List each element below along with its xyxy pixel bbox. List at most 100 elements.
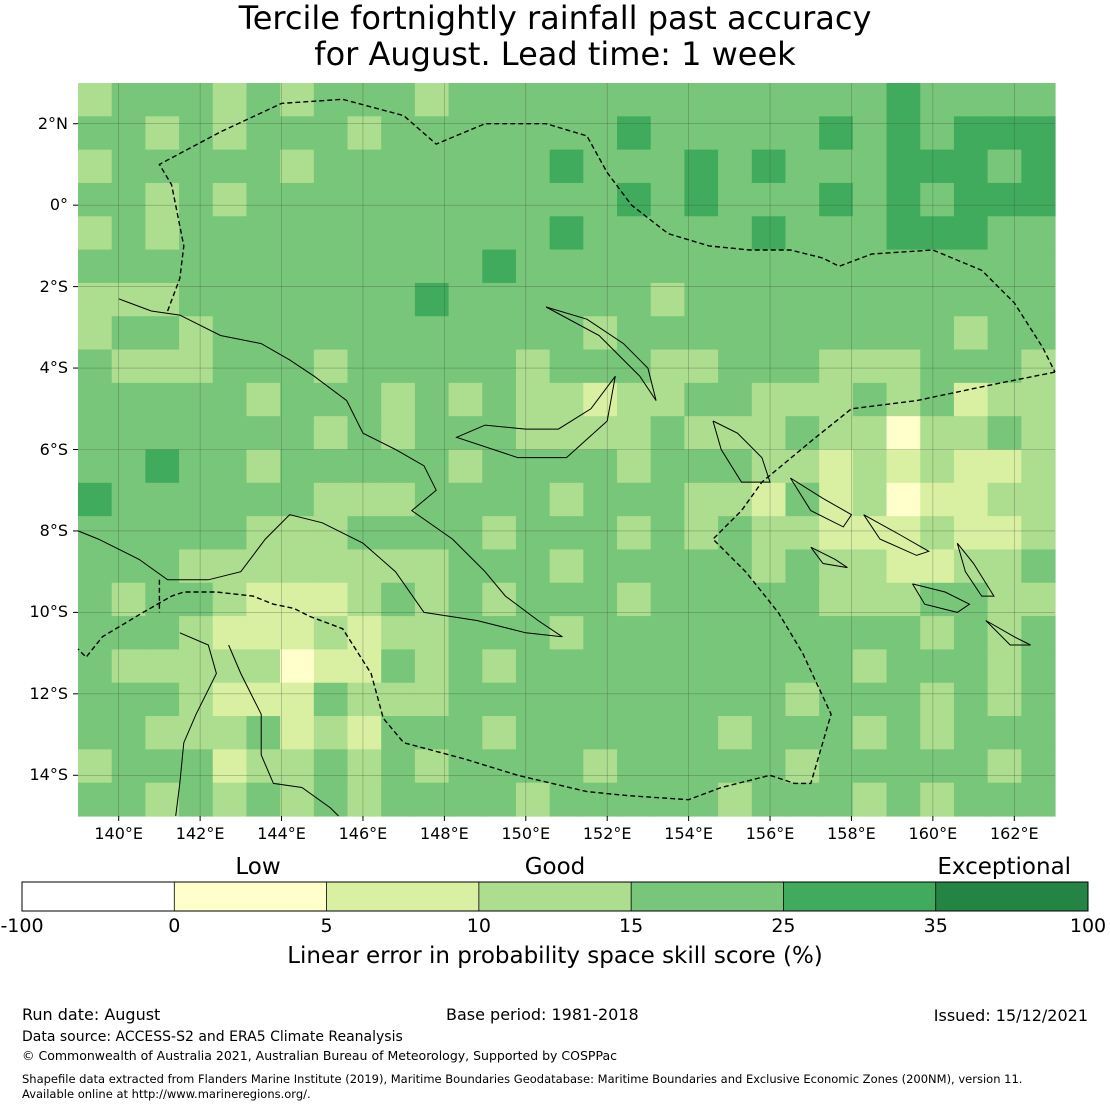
skill-cell	[718, 216, 753, 251]
skill-cell	[953, 116, 989, 151]
run-date: Run date: August	[22, 1005, 161, 1024]
skill-cell	[920, 83, 955, 117]
skill-cell	[987, 182, 1022, 217]
skill-cell	[145, 216, 180, 251]
skill-cell	[583, 116, 618, 151]
coast-bougainville	[712, 420, 771, 483]
skill-cell	[650, 149, 686, 184]
skill-cell	[650, 549, 686, 584]
skill-cell	[953, 316, 989, 351]
skill-cell	[684, 482, 719, 517]
skill-cell	[145, 149, 180, 184]
skill-cell	[515, 716, 551, 750]
skill-cell	[953, 682, 989, 717]
skill-cell	[751, 249, 787, 284]
skill-cell	[246, 216, 281, 251]
skill-cell	[583, 582, 618, 617]
skill-cell	[953, 716, 989, 750]
skill-cell	[515, 782, 551, 817]
skill-cell	[381, 282, 416, 317]
skill-cell	[650, 682, 686, 717]
skill-cell	[751, 749, 787, 784]
skill-cell	[819, 216, 854, 251]
skill-cell	[179, 216, 214, 251]
y-tick-label: 8°S	[39, 520, 68, 540]
skill-cell	[347, 716, 382, 750]
skill-cell	[953, 649, 989, 684]
skill-cell	[179, 282, 214, 317]
skill-cell	[246, 416, 281, 451]
skill-cell	[246, 616, 281, 651]
skill-cell	[684, 249, 719, 284]
skill-cell	[212, 83, 248, 117]
skill-cell	[78, 616, 113, 651]
skill-cell	[280, 682, 315, 717]
skill-cell	[78, 249, 113, 284]
skill-cell	[819, 282, 854, 317]
skill-cell	[920, 482, 955, 517]
skill-cell	[111, 582, 146, 617]
skill-cell	[852, 516, 888, 551]
skill-cell	[886, 116, 921, 151]
skill-cell	[280, 249, 315, 284]
skill-cell	[852, 182, 888, 217]
y-tick-label: 2°S	[39, 276, 68, 296]
skill-cell	[684, 682, 719, 717]
skill-cell	[751, 782, 787, 817]
skill-cell	[313, 282, 349, 317]
skill-cell	[212, 449, 248, 484]
skill-cell	[246, 83, 281, 117]
skill-cell	[650, 582, 686, 617]
skill-cell	[246, 682, 281, 717]
skill-cell	[482, 582, 517, 617]
skill-cell	[347, 83, 382, 117]
skill-cell	[246, 482, 281, 517]
skill-cell	[920, 449, 955, 484]
skill-cell	[751, 616, 787, 651]
skill-cell	[212, 416, 248, 451]
skill-cell	[381, 482, 416, 517]
skill-cell	[549, 649, 584, 684]
skill-cell	[987, 449, 1022, 484]
skill-cell	[179, 549, 214, 584]
skill-cell	[515, 249, 551, 284]
skill-cell	[212, 249, 248, 284]
skill-cell	[987, 316, 1022, 351]
skill-cell	[751, 116, 787, 151]
skill-cell	[650, 182, 686, 217]
skill-cell	[1021, 649, 1056, 684]
skill-cell	[414, 282, 450, 317]
skill-cell	[179, 582, 214, 617]
skill-cell	[987, 549, 1022, 584]
skill-cell	[819, 149, 854, 184]
skill-cell	[280, 282, 315, 317]
y-tick-label: 0°	[49, 195, 68, 215]
skill-cell	[381, 83, 416, 117]
data-source: Data source: ACCESS-S2 and ERA5 Climate …	[22, 1029, 403, 1045]
skill-cell	[785, 449, 820, 484]
skill-cell	[515, 482, 551, 517]
skill-cell	[347, 316, 382, 351]
skill-cell	[886, 216, 921, 251]
skill-cell	[313, 682, 349, 717]
skill-cell	[145, 382, 180, 417]
skill-cell	[751, 349, 787, 384]
skill-cell	[1021, 749, 1056, 784]
skill-cell	[751, 182, 787, 217]
skill-cell	[583, 316, 618, 351]
skill-cell	[617, 116, 652, 151]
skill-cell	[246, 382, 281, 417]
skill-cell	[549, 116, 584, 151]
skill-cell	[549, 616, 584, 651]
skill-cell	[987, 682, 1022, 717]
skill-cell	[78, 749, 113, 784]
skill-cell	[617, 382, 652, 417]
skill-cell	[448, 649, 483, 684]
skill-cell	[819, 516, 854, 551]
skill-cell	[1021, 482, 1056, 517]
skill-cell	[684, 716, 719, 750]
skill-cell	[414, 316, 450, 351]
skill-cell	[313, 216, 349, 251]
skill-cell	[515, 182, 551, 217]
skill-cell	[313, 482, 349, 517]
